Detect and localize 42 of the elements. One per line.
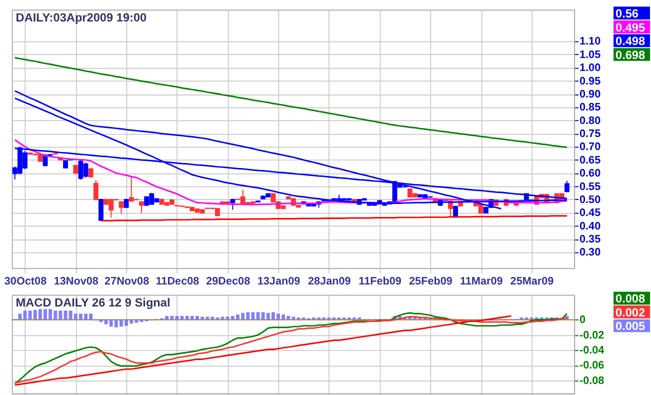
y-tick-label: 0.85 [579,102,601,114]
text: 0.498 [615,34,646,48]
y-tick-label: 0.75 [579,128,601,140]
x-tick-label: 11Mar09 [460,275,503,288]
x-tick-label: 25Mar09 [510,275,554,288]
y-tick-label: -0.06 [579,360,604,372]
y-tick-label: 0 [579,314,586,326]
text: 0.002 [615,305,646,320]
y-tick-label: 1.05 [579,48,601,61]
y-tick-label: 0.90 [579,88,601,100]
y-tick-label: 0.50 [579,194,601,206]
x-tick-label: 28Jan09 [308,275,351,288]
y-tick-label: -0.02 [579,329,604,342]
text: 0.008 [615,292,646,306]
y-tick-label: 0.65 [579,154,601,166]
y-tick-label: 1.00 [579,62,601,74]
y-tick-label: 0.45 [579,207,601,220]
y-tick-label: 0.35 [579,234,601,246]
x-tick-label: 27Nov08 [104,275,150,288]
x-tick-label: 25Feb09 [409,275,452,288]
text: 0.005 [615,319,646,334]
text: 0.495 [615,20,646,34]
x-tick-label: 11Feb09 [358,275,402,288]
text: 0.56 [615,6,639,21]
y-tick-label: 0.40 [579,220,601,232]
text: 0.698 [615,48,646,62]
y-tick-label: 0.95 [579,75,601,88]
x-tick-label: 13Nov08 [54,275,98,288]
x-tick-label: 29Dec08 [206,275,250,288]
x-tick-label: 13Jan09 [257,275,300,288]
y-tick-label: 0.70 [579,141,601,154]
y-tick-label: 0.80 [579,114,601,127]
x-tick-label: 11Dec08 [156,275,200,288]
y-tick-label: -0.04 [579,344,604,357]
y-tick-label: -0.08 [579,374,604,387]
y-tick-label: 0.55 [579,180,601,193]
y-tick-label: 0.30 [579,246,601,259]
chart-title: MACD DAILY 26 12 9 Signal [16,296,170,310]
y-tick-label: 1.10 [579,36,601,48]
chart-title: DAILY:03Apr2009 19:00 [16,10,148,24]
y-tick-label: 0.60 [579,168,601,180]
x-tick-label: 30Oct08 [4,275,47,288]
